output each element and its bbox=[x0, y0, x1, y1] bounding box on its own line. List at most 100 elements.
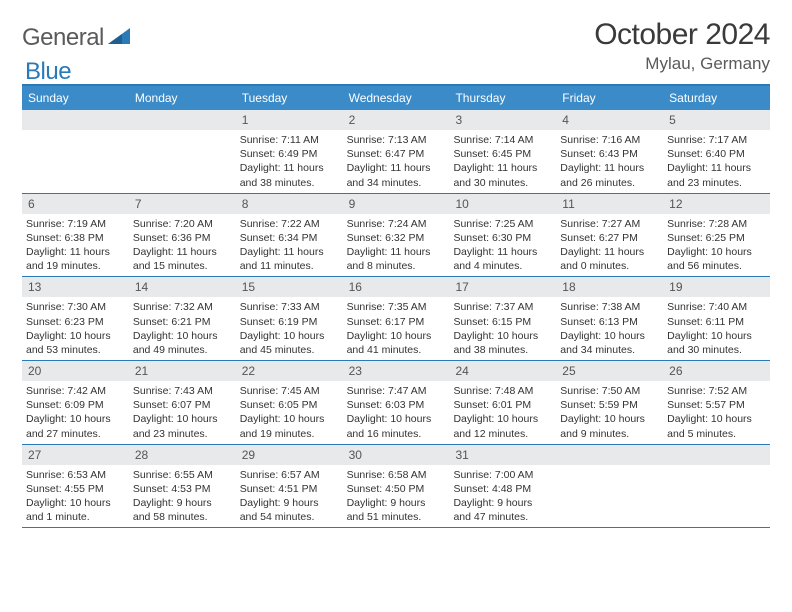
day-number: 24 bbox=[449, 361, 556, 381]
day-details: Sunrise: 7:24 AMSunset: 6:32 PMDaylight:… bbox=[343, 214, 450, 277]
weekday-header-row: SundayMondayTuesdayWednesdayThursdayFrid… bbox=[22, 86, 770, 110]
day-cell: 13Sunrise: 7:30 AMSunset: 6:23 PMDayligh… bbox=[22, 277, 129, 360]
weekday-header: Monday bbox=[129, 86, 236, 110]
daylight-text: Daylight: 11 hours and 38 minutes. bbox=[240, 161, 339, 189]
daylight-text: Daylight: 11 hours and 34 minutes. bbox=[347, 161, 446, 189]
day-number: 30 bbox=[343, 445, 450, 465]
sunrise-text: Sunrise: 7:45 AM bbox=[240, 384, 339, 398]
day-cell bbox=[22, 110, 129, 193]
day-cell bbox=[663, 445, 770, 528]
day-cell: 23Sunrise: 7:47 AMSunset: 6:03 PMDayligh… bbox=[343, 361, 450, 444]
day-cell: 10Sunrise: 7:25 AMSunset: 6:30 PMDayligh… bbox=[449, 194, 556, 277]
day-cell: 22Sunrise: 7:45 AMSunset: 6:05 PMDayligh… bbox=[236, 361, 343, 444]
day-details: Sunrise: 7:52 AMSunset: 5:57 PMDaylight:… bbox=[663, 381, 770, 444]
day-details: Sunrise: 7:48 AMSunset: 6:01 PMDaylight:… bbox=[449, 381, 556, 444]
day-cell: 26Sunrise: 7:52 AMSunset: 5:57 PMDayligh… bbox=[663, 361, 770, 444]
daylight-text: Daylight: 10 hours and 12 minutes. bbox=[453, 412, 552, 440]
sunrise-text: Sunrise: 7:19 AM bbox=[26, 217, 125, 231]
day-details: Sunrise: 6:57 AMSunset: 4:51 PMDaylight:… bbox=[236, 465, 343, 528]
weekday-header: Thursday bbox=[449, 86, 556, 110]
brand-triangle-icon bbox=[108, 26, 130, 51]
weeks-container: 1Sunrise: 7:11 AMSunset: 6:49 PMDaylight… bbox=[22, 110, 770, 528]
day-number: 9 bbox=[343, 194, 450, 214]
daylight-text: Daylight: 11 hours and 19 minutes. bbox=[26, 245, 125, 273]
daylight-text: Daylight: 11 hours and 23 minutes. bbox=[667, 161, 766, 189]
day-details: Sunrise: 7:22 AMSunset: 6:34 PMDaylight:… bbox=[236, 214, 343, 277]
day-details: Sunrise: 7:27 AMSunset: 6:27 PMDaylight:… bbox=[556, 214, 663, 277]
sunrise-text: Sunrise: 7:27 AM bbox=[560, 217, 659, 231]
day-cell: 27Sunrise: 6:53 AMSunset: 4:55 PMDayligh… bbox=[22, 445, 129, 528]
brand-logo: General bbox=[22, 18, 132, 52]
day-details: Sunrise: 7:00 AMSunset: 4:48 PMDaylight:… bbox=[449, 465, 556, 528]
daylight-text: Daylight: 11 hours and 11 minutes. bbox=[240, 245, 339, 273]
day-details: Sunrise: 7:28 AMSunset: 6:25 PMDaylight:… bbox=[663, 214, 770, 277]
weekday-header: Tuesday bbox=[236, 86, 343, 110]
sunrise-text: Sunrise: 7:52 AM bbox=[667, 384, 766, 398]
calendar-page: General October 2024 Mylau, Germany Blue… bbox=[0, 0, 792, 540]
day-cell: 3Sunrise: 7:14 AMSunset: 6:45 PMDaylight… bbox=[449, 110, 556, 193]
day-cell: 30Sunrise: 6:58 AMSunset: 4:50 PMDayligh… bbox=[343, 445, 450, 528]
week-row: 20Sunrise: 7:42 AMSunset: 6:09 PMDayligh… bbox=[22, 361, 770, 445]
sunrise-text: Sunrise: 6:55 AM bbox=[133, 468, 232, 482]
header: General October 2024 Mylau, Germany bbox=[22, 18, 770, 74]
sunset-text: Sunset: 6:13 PM bbox=[560, 315, 659, 329]
daylight-text: Daylight: 10 hours and 1 minute. bbox=[26, 496, 125, 524]
sunset-text: Sunset: 6:30 PM bbox=[453, 231, 552, 245]
month-title: October 2024 bbox=[594, 18, 770, 52]
sunset-text: Sunset: 6:38 PM bbox=[26, 231, 125, 245]
day-cell: 17Sunrise: 7:37 AMSunset: 6:15 PMDayligh… bbox=[449, 277, 556, 360]
day-details: Sunrise: 7:47 AMSunset: 6:03 PMDaylight:… bbox=[343, 381, 450, 444]
daylight-text: Daylight: 11 hours and 0 minutes. bbox=[560, 245, 659, 273]
calendar-grid: SundayMondayTuesdayWednesdayThursdayFrid… bbox=[22, 84, 770, 528]
daylight-text: Daylight: 9 hours and 58 minutes. bbox=[133, 496, 232, 524]
sunrise-text: Sunrise: 7:35 AM bbox=[347, 300, 446, 314]
day-number: 11 bbox=[556, 194, 663, 214]
daylight-text: Daylight: 10 hours and 41 minutes. bbox=[347, 329, 446, 357]
title-block: October 2024 Mylau, Germany bbox=[594, 18, 770, 74]
daylight-text: Daylight: 10 hours and 34 minutes. bbox=[560, 329, 659, 357]
day-number: 23 bbox=[343, 361, 450, 381]
daylight-text: Daylight: 10 hours and 38 minutes. bbox=[453, 329, 552, 357]
day-cell: 19Sunrise: 7:40 AMSunset: 6:11 PMDayligh… bbox=[663, 277, 770, 360]
weekday-header: Sunday bbox=[22, 86, 129, 110]
sunset-text: Sunset: 6:01 PM bbox=[453, 398, 552, 412]
day-number: 15 bbox=[236, 277, 343, 297]
day-number: 22 bbox=[236, 361, 343, 381]
daylight-text: Daylight: 9 hours and 51 minutes. bbox=[347, 496, 446, 524]
sunrise-text: Sunrise: 7:28 AM bbox=[667, 217, 766, 231]
sunrise-text: Sunrise: 7:24 AM bbox=[347, 217, 446, 231]
day-details: Sunrise: 7:40 AMSunset: 6:11 PMDaylight:… bbox=[663, 297, 770, 360]
week-row: 27Sunrise: 6:53 AMSunset: 4:55 PMDayligh… bbox=[22, 445, 770, 529]
day-number: 19 bbox=[663, 277, 770, 297]
sunset-text: Sunset: 6:05 PM bbox=[240, 398, 339, 412]
day-details: Sunrise: 7:30 AMSunset: 6:23 PMDaylight:… bbox=[22, 297, 129, 360]
day-number bbox=[129, 110, 236, 130]
day-number: 5 bbox=[663, 110, 770, 130]
day-details: Sunrise: 7:50 AMSunset: 5:59 PMDaylight:… bbox=[556, 381, 663, 444]
sunrise-text: Sunrise: 7:38 AM bbox=[560, 300, 659, 314]
day-cell: 25Sunrise: 7:50 AMSunset: 5:59 PMDayligh… bbox=[556, 361, 663, 444]
week-row: 13Sunrise: 7:30 AMSunset: 6:23 PMDayligh… bbox=[22, 277, 770, 361]
sunrise-text: Sunrise: 7:43 AM bbox=[133, 384, 232, 398]
day-details: Sunrise: 6:58 AMSunset: 4:50 PMDaylight:… bbox=[343, 465, 450, 528]
daylight-text: Daylight: 10 hours and 30 minutes. bbox=[667, 329, 766, 357]
day-cell: 21Sunrise: 7:43 AMSunset: 6:07 PMDayligh… bbox=[129, 361, 236, 444]
sunset-text: Sunset: 4:51 PM bbox=[240, 482, 339, 496]
day-details: Sunrise: 7:19 AMSunset: 6:38 PMDaylight:… bbox=[22, 214, 129, 277]
day-cell: 6Sunrise: 7:19 AMSunset: 6:38 PMDaylight… bbox=[22, 194, 129, 277]
day-number: 31 bbox=[449, 445, 556, 465]
day-number: 27 bbox=[22, 445, 129, 465]
sunrise-text: Sunrise: 7:11 AM bbox=[240, 133, 339, 147]
day-details: Sunrise: 7:35 AMSunset: 6:17 PMDaylight:… bbox=[343, 297, 450, 360]
day-details: Sunrise: 7:43 AMSunset: 6:07 PMDaylight:… bbox=[129, 381, 236, 444]
sunrise-text: Sunrise: 7:37 AM bbox=[453, 300, 552, 314]
sunset-text: Sunset: 6:21 PM bbox=[133, 315, 232, 329]
sunrise-text: Sunrise: 7:00 AM bbox=[453, 468, 552, 482]
day-number: 8 bbox=[236, 194, 343, 214]
week-row: 6Sunrise: 7:19 AMSunset: 6:38 PMDaylight… bbox=[22, 194, 770, 278]
sunset-text: Sunset: 6:25 PM bbox=[667, 231, 766, 245]
sunrise-text: Sunrise: 7:22 AM bbox=[240, 217, 339, 231]
day-number: 6 bbox=[22, 194, 129, 214]
day-details: Sunrise: 7:25 AMSunset: 6:30 PMDaylight:… bbox=[449, 214, 556, 277]
day-cell: 31Sunrise: 7:00 AMSunset: 4:48 PMDayligh… bbox=[449, 445, 556, 528]
